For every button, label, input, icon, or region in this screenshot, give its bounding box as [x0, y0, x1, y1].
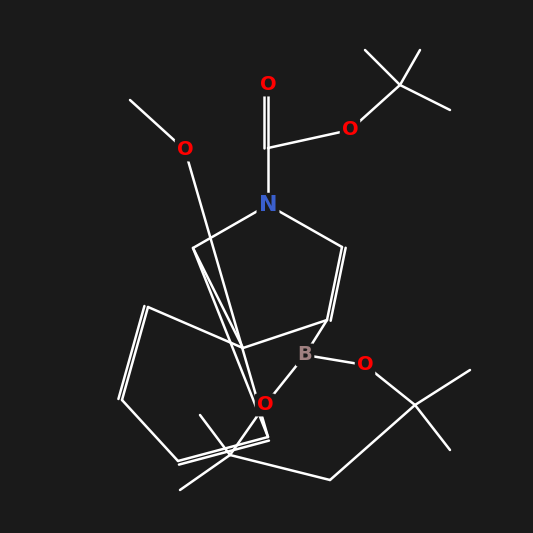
Text: O: O — [342, 120, 358, 140]
Text: N: N — [259, 195, 277, 215]
Text: B: B — [297, 345, 312, 365]
Text: O: O — [260, 76, 276, 94]
Text: O: O — [257, 395, 273, 415]
Text: O: O — [357, 356, 373, 375]
Text: O: O — [176, 141, 193, 159]
